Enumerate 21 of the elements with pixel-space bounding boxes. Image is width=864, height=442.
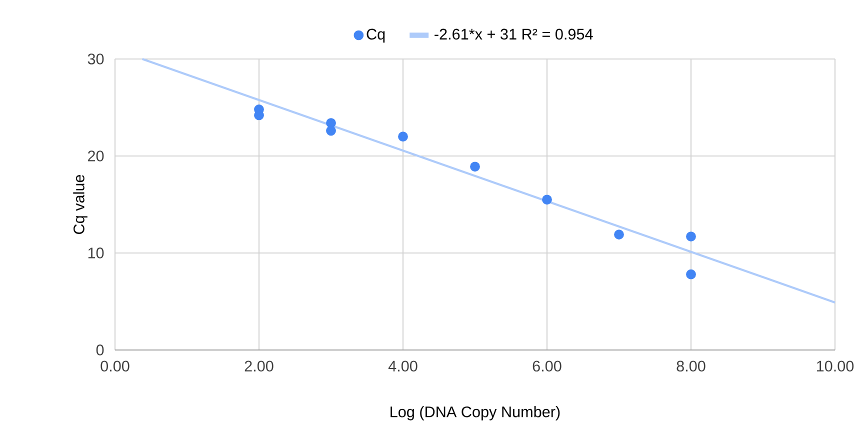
point — [470, 162, 480, 172]
x-tick-label: 8.00 — [676, 360, 706, 372]
y-tick-label: 30 — [88, 54, 104, 64]
x-tick-label: 4.00 — [388, 360, 418, 372]
x-tick-label: 10.00 — [816, 360, 854, 372]
y-tick-label: 0 — [96, 344, 104, 356]
point — [686, 269, 696, 280]
point — [398, 132, 408, 142]
point — [686, 232, 696, 242]
x-axis-title: Log (DNA Copy Number) — [390, 406, 560, 420]
y-tick-label: 20 — [88, 150, 104, 162]
y-axis-title: Cq value — [73, 174, 88, 234]
y-tick-label: 10 — [88, 248, 104, 258]
x-tick-label: 6.00 — [532, 360, 562, 372]
x-tick-label: 2.00 — [244, 360, 274, 372]
x-tick-label: 0.00 — [100, 360, 130, 372]
legend-label: -2.61*x + 31 R² = 0.954 — [434, 28, 593, 40]
point — [326, 126, 336, 136]
point — [542, 194, 552, 205]
legend-label: Cq — [366, 28, 385, 43]
point — [614, 230, 624, 240]
